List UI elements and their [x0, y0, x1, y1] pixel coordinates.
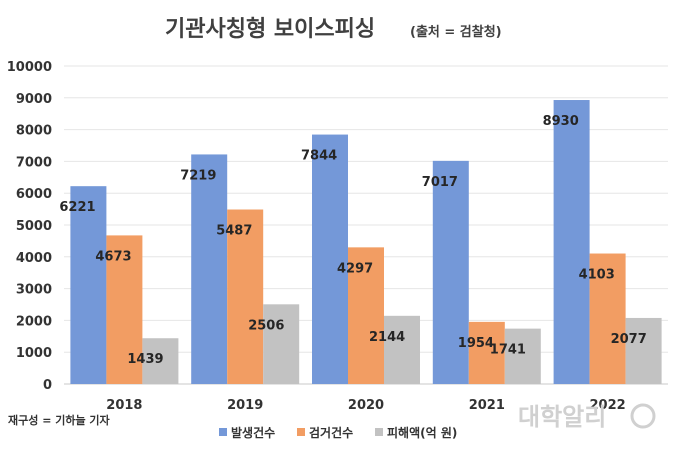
bar-피해액(억 원)-2018 [142, 338, 179, 384]
x-axis: 2018 2019 2020 2021 2022 [106, 398, 625, 413]
data-label: 7844 [301, 149, 337, 164]
data-label: 6221 [59, 200, 95, 215]
legend: 발생건수 검거건수 피해액(억 원) [219, 425, 457, 440]
y-tick-label: 8000 [16, 124, 52, 139]
y-tick-label: 9000 [16, 92, 52, 107]
x-tick-label: 2019 [227, 398, 263, 413]
data-label: 1741 [490, 343, 526, 358]
data-label: 4673 [95, 249, 131, 264]
legend-swatch [297, 428, 305, 436]
legend-swatch [375, 428, 383, 436]
logo: 대학알리 [518, 403, 656, 431]
bar-발생건수-2021 [432, 160, 469, 384]
data-label: 4297 [337, 261, 373, 276]
bar-검거건수-2019 [227, 209, 264, 384]
bar-검거건수-2020 [348, 247, 384, 384]
bar-발생건수-2022 [553, 100, 590, 384]
credit-text: 재구성 = 기하늘 기자 [8, 413, 111, 427]
logo-mark-icon [630, 403, 656, 429]
x-tick-label: 2021 [469, 398, 505, 413]
y-tick-label: 7000 [16, 155, 52, 170]
legend-swatch [219, 428, 227, 436]
y-tick-label: 10000 [7, 60, 52, 75]
chart-title: 기관사칭형 보이스피싱 [165, 17, 375, 42]
y-tick-label: 5000 [16, 219, 52, 234]
bar-피해액(억 원)-2022 [625, 317, 662, 384]
data-label: 2144 [369, 330, 405, 345]
data-label: 2506 [248, 318, 284, 333]
bar-피해액(억 원)-2020 [384, 315, 420, 384]
data-label: 8930 [543, 114, 579, 129]
chart-subtitle: (출처 = 검찰청) [410, 24, 502, 40]
data-label: 5487 [216, 224, 252, 239]
bar-발생건수-2020 [312, 134, 348, 384]
bar-검거건수-2022 [589, 253, 626, 384]
data-label: 7017 [422, 175, 458, 190]
x-tick-label: 2022 [590, 398, 626, 413]
bar-검거건수-2021 [468, 321, 505, 384]
bar-발생건수-2018 [70, 186, 107, 384]
bar-발생건수-2019 [191, 154, 228, 384]
legend-entry: 발생건수 [231, 425, 275, 440]
y-tick-label: 0 [43, 378, 52, 393]
logo-text: 대학알리 [518, 403, 606, 431]
legend-entry: 피해액(억 원) [387, 425, 457, 440]
y-tick-label: 3000 [16, 283, 52, 298]
data-label: 7219 [180, 168, 216, 183]
bar-피해액(억 원)-2019 [263, 304, 300, 384]
y-tick-label: 1000 [16, 346, 52, 361]
bar-피해액(억 원)-2021 [504, 328, 541, 384]
data-label: 1439 [127, 352, 163, 367]
x-tick-label: 2020 [348, 398, 384, 413]
y-tick-label: 2000 [16, 314, 52, 329]
x-tick-label: 2018 [106, 398, 142, 413]
y-axis: 0 1000 2000 3000 4000 5000 6000 7000 8000 9000 100… [7, 60, 52, 393]
legend-entry: 검거건수 [309, 425, 353, 440]
data-label: 1954 [458, 336, 494, 351]
y-tick-label: 4000 [16, 251, 52, 266]
data-label: 4103 [579, 268, 615, 283]
bar-검거건수-2018 [106, 235, 143, 384]
y-tick-label: 6000 [16, 187, 52, 202]
data-label: 2077 [611, 332, 647, 347]
bars: 6221 4673 1439 7219 5487 2506 7844 4297 2144 7017… [59, 100, 662, 384]
